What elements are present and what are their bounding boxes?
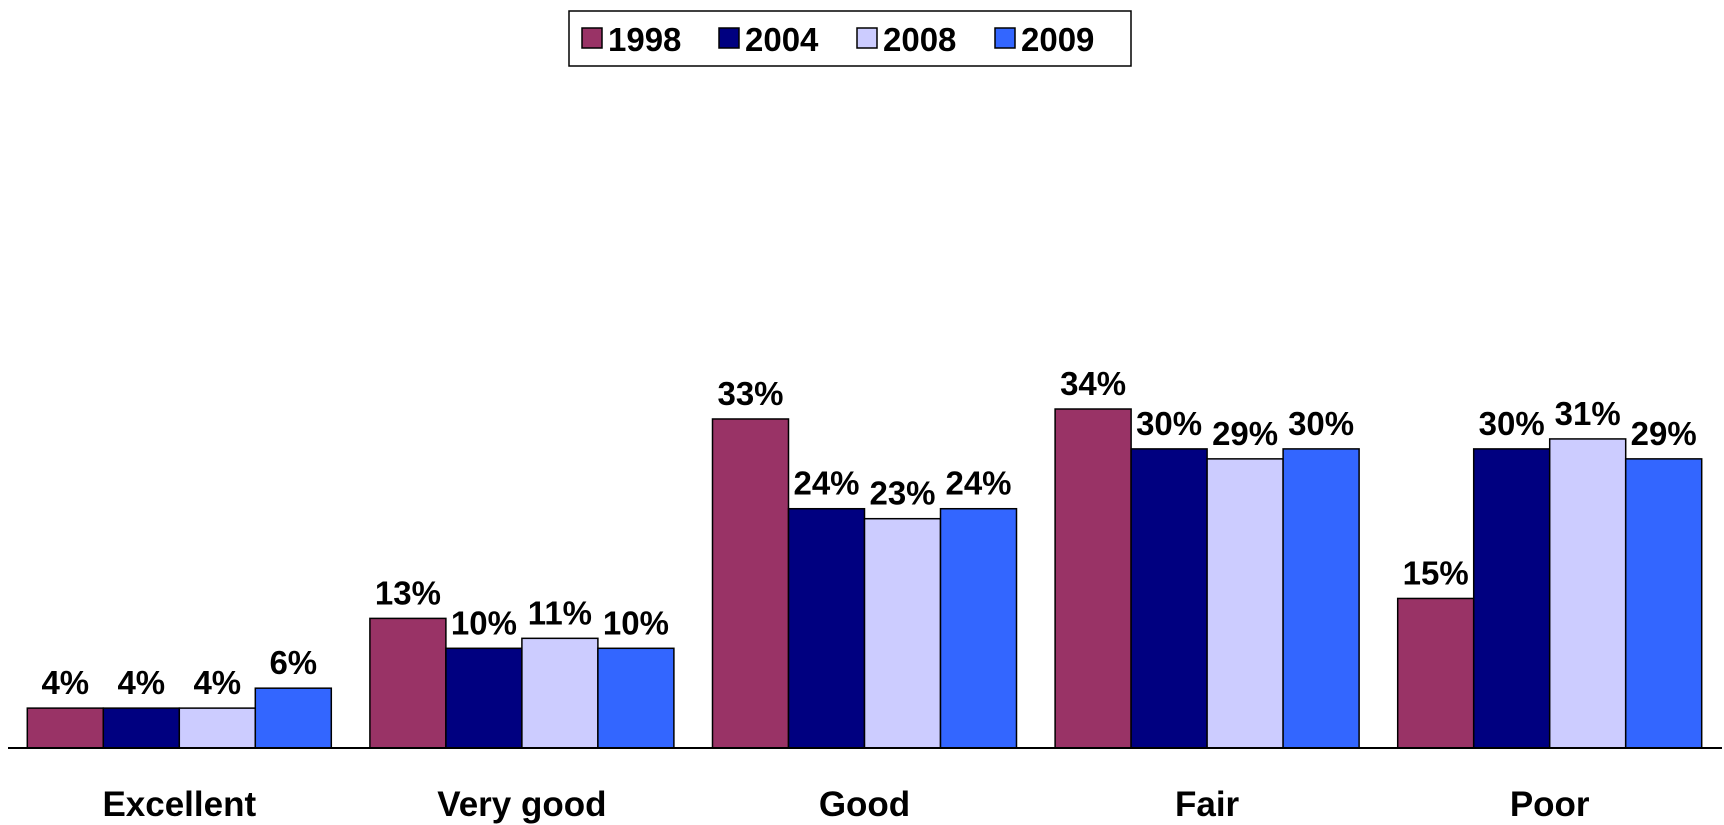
legend-swatch	[581, 27, 603, 49]
bar	[26, 707, 105, 749]
bar	[711, 418, 790, 749]
bar	[1282, 448, 1360, 749]
x-tick-label: Poor	[1510, 785, 1590, 824]
legend-swatch	[994, 27, 1016, 49]
bar	[1130, 448, 1208, 749]
data-label: 15%	[1403, 554, 1469, 591]
data-label: 13%	[375, 574, 441, 611]
data-label: 23%	[869, 475, 935, 512]
bar	[1396, 597, 1475, 749]
data-label: 30%	[1288, 405, 1354, 442]
x-tick-label: Fair	[1175, 785, 1240, 824]
data-label: 4%	[41, 664, 89, 701]
data-label: 24%	[945, 465, 1011, 502]
bar	[597, 647, 675, 749]
data-label: 31%	[1555, 395, 1621, 432]
x-tick-label: Good	[819, 785, 910, 824]
legend-label: 2009	[1021, 21, 1094, 58]
bar	[863, 517, 942, 749]
data-label: 33%	[717, 375, 783, 412]
data-label: 10%	[451, 604, 517, 641]
bar	[1472, 448, 1551, 749]
legend-swatch	[718, 27, 740, 49]
data-label: 11%	[528, 594, 592, 631]
data-label: 24%	[793, 465, 859, 502]
bar	[369, 617, 447, 749]
bar	[445, 647, 523, 749]
legend-swatch	[856, 27, 878, 49]
data-label: 29%	[1631, 415, 1697, 452]
legend-label: 2004	[745, 21, 819, 58]
legend-label: 1998	[608, 21, 681, 58]
legend-box	[568, 10, 1132, 67]
bar	[521, 637, 599, 749]
bar	[1548, 438, 1627, 749]
data-label: 30%	[1136, 405, 1202, 442]
bar	[1054, 408, 1132, 749]
data-label: 6%	[269, 644, 317, 681]
data-label: 30%	[1479, 405, 1545, 442]
bar	[178, 707, 257, 749]
bar	[1624, 458, 1703, 749]
data-label: 10%	[603, 604, 669, 641]
x-tick-label: Excellent	[102, 785, 256, 824]
data-label: 4%	[117, 664, 165, 701]
bar	[254, 687, 333, 749]
bar	[787, 507, 866, 749]
data-label: 4%	[193, 664, 241, 701]
bar	[1206, 458, 1284, 749]
data-label: 29%	[1212, 415, 1278, 452]
data-label: 34%	[1060, 365, 1126, 402]
bar	[939, 507, 1018, 749]
legend-label: 2008	[883, 21, 956, 58]
bar	[102, 707, 181, 749]
x-tick-label: Very good	[437, 785, 606, 824]
